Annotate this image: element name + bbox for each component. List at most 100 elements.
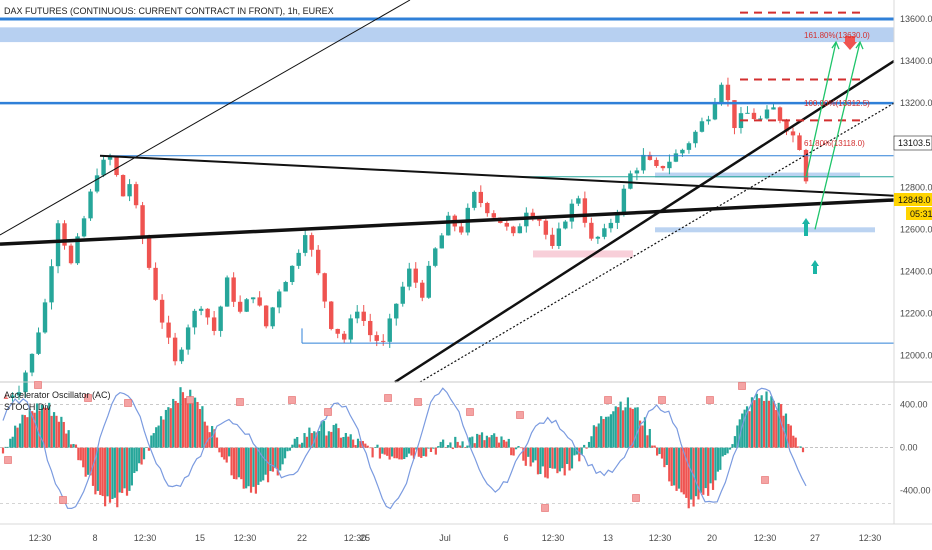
candle-body xyxy=(764,109,770,119)
oscillator-bar xyxy=(524,447,527,466)
oscillator-bar xyxy=(736,425,739,448)
oscillator-bar xyxy=(641,425,644,448)
oscillator-bar xyxy=(77,447,80,461)
oscillator-bar xyxy=(733,436,737,448)
oscillator-bar xyxy=(544,447,547,478)
divergence-marker xyxy=(384,394,392,402)
oscillator-bar xyxy=(624,407,627,448)
oscillator-bar xyxy=(568,447,571,471)
projection-arrowhead-1 xyxy=(831,40,840,50)
divergence-marker xyxy=(414,398,422,406)
oscillator-bar xyxy=(366,445,369,448)
oscillator-bar xyxy=(561,447,564,469)
oscillator-bar xyxy=(74,444,78,448)
candle-body xyxy=(381,340,386,342)
oscillator-bar xyxy=(218,447,221,453)
oscillator-bar xyxy=(434,447,437,455)
time-tick-label: 12:30 xyxy=(29,533,52,543)
oscillator-bar xyxy=(770,396,773,448)
projection-arrowhead-2 xyxy=(855,40,864,50)
oscillator-bar xyxy=(189,389,192,448)
candle-body xyxy=(55,223,61,267)
divergence-marker xyxy=(236,398,244,406)
candle-body xyxy=(114,156,119,176)
candle-body xyxy=(673,153,679,162)
candle-body xyxy=(394,303,399,319)
oscillator-bar xyxy=(388,447,391,460)
divergence-marker xyxy=(761,476,769,484)
oscillator-bar xyxy=(87,447,90,475)
oscillator-bar xyxy=(724,447,727,456)
oscillator-tick-label: 400.00 xyxy=(900,400,928,410)
oscillator-bar xyxy=(181,392,185,448)
indicator-name: Accelerator Oscillator (AC) xyxy=(4,390,111,400)
oscillator-bar xyxy=(407,447,411,454)
oscillator-bar xyxy=(376,444,379,448)
candle-body xyxy=(81,218,87,237)
oscillator-bar xyxy=(371,447,374,458)
oscillator-bar xyxy=(315,432,318,448)
oscillator-bar xyxy=(566,447,569,465)
oscillator-bar xyxy=(480,432,484,448)
oscillator-bar xyxy=(157,425,160,448)
oscillator-axis[interactable]: 400.00 0.00 -400.00 xyxy=(900,400,931,496)
candle-body xyxy=(16,392,22,396)
oscillator-bar xyxy=(709,447,712,484)
time-tick-label: 6 xyxy=(503,533,508,543)
candle-body xyxy=(257,297,262,306)
projection-arrow-1 xyxy=(805,41,837,178)
candle-body xyxy=(504,222,510,227)
candle-body xyxy=(263,305,269,327)
candle-body xyxy=(654,159,659,166)
oscillator-bar xyxy=(232,447,236,480)
oscillator-bar xyxy=(67,430,70,448)
oscillator-bar xyxy=(230,447,233,476)
candle-body xyxy=(628,173,633,189)
candle-body xyxy=(146,237,152,268)
oscillator-bar xyxy=(249,447,253,493)
candle-body xyxy=(712,102,718,120)
time-tick-label: 12:30 xyxy=(649,533,672,543)
oscillator-bar xyxy=(45,407,48,448)
oscillator-bar xyxy=(748,411,751,448)
oscillator-bar xyxy=(585,447,588,449)
price-tick-label: 12000.0 xyxy=(900,351,932,361)
oscillator-bar xyxy=(658,447,661,455)
candle-body xyxy=(107,156,113,160)
candle-layer xyxy=(3,77,809,402)
oscillator-bar xyxy=(52,412,56,448)
oscillator-bar xyxy=(128,447,131,491)
oscillator-bar xyxy=(184,398,187,448)
candle-body xyxy=(680,149,685,154)
oscillator-bar xyxy=(352,439,355,448)
candle-body xyxy=(803,149,809,182)
oscillator-bar xyxy=(522,447,525,461)
candle-body xyxy=(348,318,353,340)
oscillator-bar xyxy=(245,447,248,489)
candle-body xyxy=(342,333,347,340)
descending-trendline xyxy=(99,154,895,197)
oscillator-tick-label: 0.00 xyxy=(900,443,918,453)
oscillator-bar xyxy=(293,438,296,448)
candle-body xyxy=(205,308,210,318)
oscillator-bar xyxy=(595,426,598,448)
oscillator-bar xyxy=(590,436,593,448)
candle-body xyxy=(75,236,80,264)
oscillator-bar xyxy=(459,445,462,448)
candle-body xyxy=(179,349,184,362)
candle-body xyxy=(420,282,425,298)
divergence-marker xyxy=(84,394,92,402)
oscillator-bar xyxy=(726,447,729,454)
second-entry-marker-up xyxy=(811,260,819,274)
candle-body xyxy=(719,84,724,103)
price-axis[interactable]: 13600.013400.013200.013000.012800.012600… xyxy=(900,14,932,361)
time-tick-label: 12:30 xyxy=(542,533,565,543)
current-price-badge: 12848.0 xyxy=(894,193,932,206)
divergence-marker xyxy=(4,456,12,464)
countdown-text: 05:31 xyxy=(910,209,932,219)
oscillator-bar xyxy=(690,447,693,500)
oscillator-bar xyxy=(483,440,486,448)
oscillator-bar xyxy=(425,447,428,457)
trendline-layer xyxy=(0,0,895,384)
